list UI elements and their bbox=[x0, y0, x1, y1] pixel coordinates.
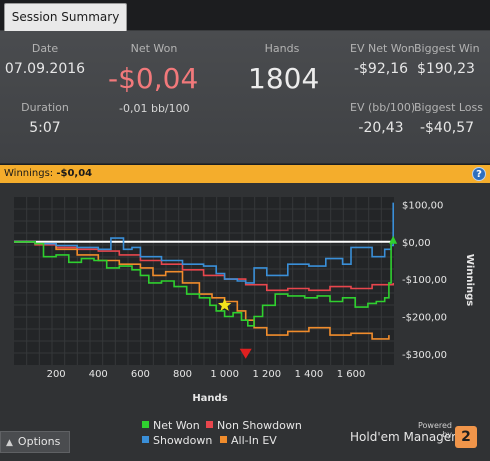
y-tick-label: -$100,00 bbox=[402, 275, 447, 286]
net-won-value: -$0,04 bbox=[108, 62, 199, 95]
series-lines bbox=[14, 202, 394, 340]
y-tick-label: -$300,00 bbox=[402, 350, 447, 361]
star-marker bbox=[218, 298, 232, 311]
legend-all-in-ev: All-In EV bbox=[220, 434, 277, 447]
brand-name: Hold'em Manager bbox=[350, 430, 457, 444]
duration-value: 5:07 bbox=[29, 120, 61, 136]
hands-value: 1804 bbox=[248, 62, 320, 95]
y-tick-labels: $100,00 $0,00 -$100,00 -$200,00 -$300,00 bbox=[402, 200, 447, 360]
non-showdown-swatch bbox=[206, 421, 213, 428]
question-icon[interactable]: ? bbox=[472, 167, 486, 181]
options-button[interactable]: ▲ Options bbox=[0, 431, 70, 453]
x-tick-label: 800 bbox=[173, 369, 192, 380]
date-value: 07.09.2016 bbox=[4, 61, 86, 77]
ev-net-won-label: EV Net Won bbox=[350, 42, 415, 55]
net-won-bb-value: -0,01 bb/100 bbox=[119, 102, 190, 115]
x-tick-label: 1 400 bbox=[295, 369, 324, 380]
y-tick-label: -$200,00 bbox=[402, 312, 447, 323]
winnings-header: Winnings: -$0,04 ? bbox=[0, 165, 490, 183]
biggest-loss-value: -$40,57 bbox=[419, 120, 475, 136]
x-tick-label: 1 200 bbox=[252, 369, 281, 380]
winnings-chart-panel: $100,00 $0,00 -$100,00 -$200,00 -$300,00 200… bbox=[0, 183, 490, 461]
y-tick-label: $0,00 bbox=[402, 238, 431, 249]
x-axis-label: Hands bbox=[192, 393, 227, 404]
legend-non-showdown: Non Showdown bbox=[206, 419, 302, 432]
x-tick-label: 600 bbox=[131, 369, 150, 380]
chart-markers bbox=[218, 235, 398, 359]
ev-net-won-value: -$92,16 bbox=[353, 61, 409, 77]
winnings-chart: $100,00 $0,00 -$100,00 -$200,00 -$300,00 200… bbox=[14, 197, 475, 404]
x-tick-label: 400 bbox=[89, 369, 108, 380]
series-line-all-in-ev bbox=[14, 241, 390, 340]
tab-session-summary[interactable]: Session Summary bbox=[4, 3, 127, 31]
y-axis-label: Winnings bbox=[464, 254, 475, 306]
x-tick-labels: 200 400 600 800 1 000 1 200 1 400 1 600 bbox=[47, 369, 366, 380]
biggest-win-label: Biggest Win bbox=[414, 42, 480, 55]
series-line-net-won bbox=[14, 241, 394, 327]
powered-by-label: Powered by bbox=[417, 421, 452, 439]
hands-label: Hands bbox=[264, 42, 300, 55]
legend-showdown: Showdown bbox=[142, 434, 212, 447]
biggest-loss-label: Biggest Loss bbox=[414, 101, 484, 114]
hm2-logo: 2 bbox=[455, 426, 477, 448]
ev-bb-label: EV (bb/100) bbox=[350, 101, 416, 114]
showdown-swatch bbox=[142, 436, 149, 443]
x-tick-label: 200 bbox=[47, 369, 66, 380]
biggest-win-value: $190,23 bbox=[417, 61, 475, 77]
grid bbox=[14, 197, 394, 365]
winnings-label: Winnings: bbox=[4, 168, 54, 179]
session-summary-panel: Date 07.09.2016 Duration 5:07 Net Won -$… bbox=[0, 31, 490, 164]
x-tick-label: 1 600 bbox=[337, 369, 366, 380]
max-point-marker bbox=[389, 235, 398, 244]
series-line-showdown bbox=[14, 202, 394, 284]
date-label: Date bbox=[31, 42, 59, 55]
tab-bar: Session Summary bbox=[0, 0, 490, 31]
net-won-label: Net Won bbox=[130, 42, 178, 55]
all-in-ev-swatch bbox=[220, 436, 227, 443]
winnings-value: -$0,04 bbox=[56, 168, 93, 179]
y-tick-label: $100,00 bbox=[402, 200, 443, 211]
legend-net-won: Net Won bbox=[142, 419, 200, 432]
min-point-marker bbox=[239, 348, 252, 359]
ev-bb-value: -20,43 bbox=[358, 120, 404, 136]
chevron-up-icon: ▲ bbox=[6, 438, 13, 448]
duration-label: Duration bbox=[21, 101, 69, 114]
x-tick-label: 1 000 bbox=[210, 369, 239, 380]
net-won-swatch bbox=[142, 421, 149, 428]
